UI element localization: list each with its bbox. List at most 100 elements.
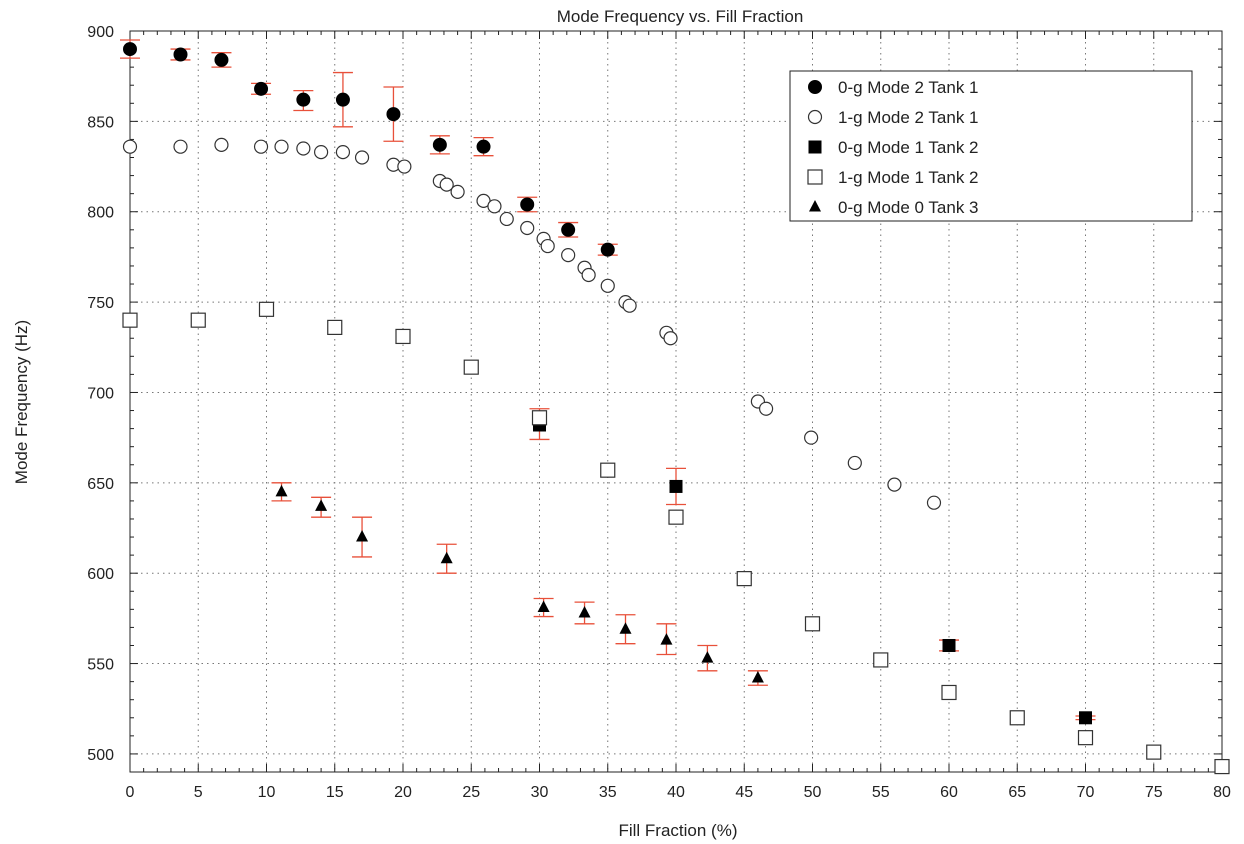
- legend-label-2: 0-g Mode 1 Tank 2: [838, 138, 979, 157]
- data-point: [335, 92, 350, 107]
- x-tick-label-13: 65: [1008, 784, 1026, 801]
- data-point: [561, 222, 576, 237]
- data-point: [736, 571, 752, 587]
- legend-label-4: 0-g Mode 0 Tank 3: [838, 198, 979, 217]
- data-point: [520, 220, 535, 236]
- data-point: [439, 177, 454, 192]
- legend-item-1: 1-g Mode 2 Tank 1: [807, 108, 979, 127]
- data-point: [432, 137, 447, 152]
- data-point: [296, 92, 311, 107]
- data-point: [274, 139, 289, 154]
- axis-ticks: [129, 30, 1223, 773]
- data-point: [214, 137, 229, 152]
- data-point: [701, 651, 714, 663]
- data-point: [275, 484, 288, 497]
- data-point: [926, 495, 942, 510]
- series-1: [122, 137, 942, 510]
- legend: 0-g Mode 2 Tank 1 1-g Mode 2 Tank 1 0-g Mo…: [789, 70, 1193, 222]
- legend-box: [789, 70, 1193, 222]
- data-point: [253, 139, 269, 154]
- x-tick-label-15: 75: [1145, 784, 1163, 801]
- data-point: [397, 159, 412, 174]
- data-point: [254, 81, 269, 96]
- data-point: [1077, 730, 1094, 746]
- data-point: [887, 477, 902, 492]
- data-point: [1009, 710, 1025, 726]
- data-point: [663, 331, 678, 346]
- data-point: [600, 278, 615, 293]
- data-point: [873, 652, 889, 668]
- y-tick-label-8: 900: [87, 24, 114, 41]
- y-tick-label-2: 600: [87, 566, 114, 583]
- data-point: [847, 455, 862, 471]
- y-tick-label-1: 550: [87, 657, 114, 674]
- x-tick-label-12: 60: [940, 784, 958, 801]
- data-point: [258, 301, 275, 317]
- y-tick-label-0: 500: [87, 747, 114, 764]
- data-point: [581, 267, 596, 283]
- data-points: [122, 42, 1230, 775]
- legend-marker-2: [808, 140, 822, 154]
- data-point: [758, 401, 774, 416]
- legend-item-3: 1-g Mode 1 Tank 2: [807, 168, 979, 187]
- x-tick-label-6: 30: [531, 784, 549, 801]
- data-point: [214, 52, 229, 67]
- data-point: [804, 430, 819, 445]
- data-point: [1146, 744, 1162, 760]
- series-3: [122, 301, 1230, 775]
- series-0: [123, 42, 615, 257]
- data-point: [487, 199, 502, 214]
- data-point: [804, 616, 821, 632]
- data-point: [123, 42, 137, 57]
- data-point: [386, 107, 401, 122]
- data-point: [327, 319, 343, 335]
- x-tick-label-1: 5: [194, 784, 203, 801]
- legend-marker-4: [809, 200, 821, 212]
- y-tick-labels: 500 550 600 650 700 750 800 850 900: [87, 24, 114, 764]
- x-tick-label-14: 70: [1077, 784, 1095, 801]
- data-point: [660, 633, 673, 645]
- x-tick-label-7: 35: [599, 784, 617, 801]
- data-point: [600, 242, 615, 257]
- x-tick-label-0: 0: [126, 784, 135, 801]
- legend-label-1: 1-g Mode 2 Tank 1: [838, 108, 979, 127]
- legend-label-0: 0-g Mode 2 Tank 1: [838, 78, 979, 97]
- legend-label-3: 1-g Mode 1 Tank 2: [838, 168, 979, 187]
- data-point: [622, 298, 637, 313]
- data-point: [619, 622, 632, 634]
- series-4: [275, 484, 764, 683]
- x-tick-labels: 0 5 10 15 20 25 30 35 40 45 50 55 60 65 70 75 80: [126, 784, 1231, 801]
- data-point: [499, 211, 514, 227]
- data-point: [942, 638, 956, 652]
- data-point: [450, 184, 465, 199]
- data-point: [1214, 758, 1230, 775]
- legend-item-2: 0-g Mode 1 Tank 2: [808, 138, 979, 157]
- y-tick-label-5: 750: [87, 295, 114, 312]
- data-point: [122, 312, 138, 328]
- data-point: [941, 684, 957, 701]
- y-tick-label-3: 650: [87, 476, 114, 493]
- x-tick-label-9: 45: [735, 784, 753, 801]
- x-tick-label-11: 55: [872, 784, 890, 801]
- data-point: [314, 144, 329, 160]
- legend-item-4: 0-g Mode 0 Tank 3: [809, 198, 979, 217]
- data-point: [668, 509, 684, 525]
- data-point: [315, 499, 328, 511]
- x-tick-label-10: 50: [804, 784, 822, 801]
- x-tick-label-3: 15: [326, 784, 344, 801]
- legend-marker-3: [807, 169, 823, 185]
- data-point: [1079, 711, 1092, 725]
- data-point: [173, 47, 188, 62]
- x-tick-label-8: 40: [667, 784, 685, 801]
- data-point: [463, 359, 479, 375]
- data-point: [335, 144, 351, 160]
- y-axis-title: Mode Frequency (Hz): [12, 320, 31, 484]
- data-point: [354, 150, 370, 165]
- data-point: [600, 462, 616, 478]
- data-point: [190, 312, 206, 328]
- data-point: [669, 479, 683, 493]
- data-point: [440, 551, 453, 564]
- y-tick-label-6: 800: [87, 205, 114, 222]
- data-point: [561, 248, 576, 263]
